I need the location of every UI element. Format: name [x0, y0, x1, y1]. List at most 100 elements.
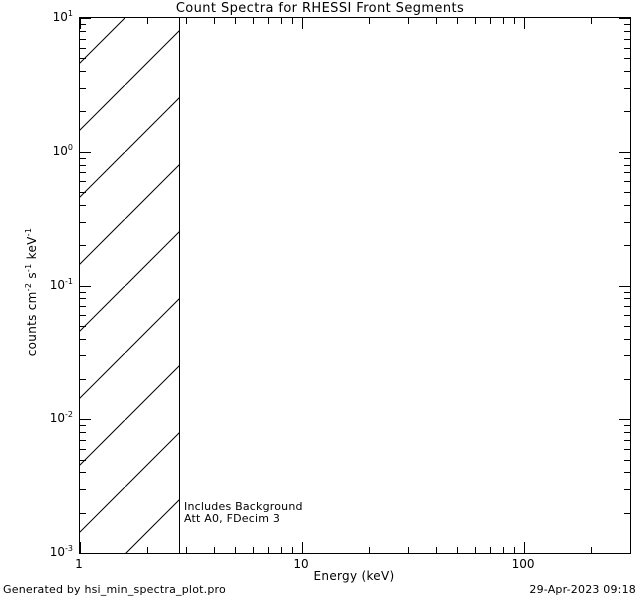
axis-tick — [624, 472, 630, 473]
axis-tick — [624, 513, 630, 514]
axis-tick — [80, 172, 86, 173]
axis-tick — [624, 339, 630, 340]
axis-tick — [591, 547, 592, 553]
axis-tick — [524, 18, 525, 29]
axis-tick — [624, 245, 630, 246]
axis-tick — [624, 425, 630, 426]
axis-tick — [253, 18, 254, 24]
axis-tick — [436, 18, 437, 24]
axis-tick — [80, 181, 86, 182]
axis-tick — [490, 547, 491, 553]
axis-tick — [624, 24, 630, 25]
axis-tick — [80, 88, 86, 89]
axis-tick — [80, 71, 86, 72]
axis-tick — [514, 18, 515, 24]
axis-tick — [80, 542, 81, 553]
axis-tick — [624, 48, 630, 49]
axis-tick — [457, 547, 458, 553]
axis-tick — [80, 58, 86, 59]
axis-tick — [80, 553, 91, 554]
axis-tick — [624, 489, 630, 490]
axis-tick — [186, 18, 187, 24]
axis-tick — [436, 547, 437, 553]
axis-tick — [80, 286, 91, 287]
plot-frame: Includes Background Att A0, FDecim 3 — [79, 17, 631, 554]
axis-tick — [214, 547, 215, 553]
x-axis-title: Energy (keV) — [313, 569, 395, 583]
axis-tick — [80, 379, 86, 380]
axis-tick — [624, 315, 630, 316]
axis-tick — [281, 547, 282, 553]
axis-tick — [619, 18, 630, 19]
axis-tick — [624, 71, 630, 72]
axis-tick — [624, 440, 630, 441]
hatch-region-boundary — [179, 18, 180, 553]
axis-tick — [619, 553, 630, 554]
axis-tick — [268, 547, 269, 553]
axis-tick — [80, 165, 86, 166]
axis-tick — [408, 547, 409, 553]
axis-tick — [302, 18, 303, 29]
axis-tick — [624, 181, 630, 182]
axis-tick — [281, 18, 282, 24]
y-axis-exp-3: -1 — [24, 227, 33, 237]
axis-tick — [524, 542, 525, 553]
y-tick-label: 10-1 — [49, 276, 73, 292]
axis-tick — [624, 460, 630, 461]
axis-tick — [624, 222, 630, 223]
x-tick-label: 10 — [293, 557, 309, 571]
axis-tick — [408, 18, 409, 24]
axis-tick — [80, 472, 86, 473]
axis-tick — [369, 18, 370, 24]
y-axis-title: counts cm-2 s-1 keV-1 — [24, 182, 39, 402]
axis-tick — [80, 39, 86, 40]
axis-tick — [80, 425, 86, 426]
axis-tick — [514, 547, 515, 553]
axis-tick — [80, 306, 86, 307]
axis-tick — [457, 18, 458, 24]
axis-tick — [624, 58, 630, 59]
axis-tick — [253, 547, 254, 553]
plot-annotations: Includes Background Att A0, FDecim 3 — [184, 501, 303, 525]
x-tick-label: 100 — [511, 557, 535, 571]
axis-tick — [80, 111, 86, 112]
y-axis-exp-2: -1 — [24, 263, 33, 273]
axis-tick — [624, 298, 630, 299]
axis-tick — [186, 547, 187, 553]
axis-tick — [80, 18, 81, 29]
axis-tick — [624, 432, 630, 433]
axis-tick — [475, 18, 476, 24]
axis-tick — [80, 205, 86, 206]
axis-tick — [80, 513, 86, 514]
y-tick-label: 10-2 — [49, 410, 73, 426]
axis-tick — [80, 339, 86, 340]
annotation-attenuator: Att A0, FDecim 3 — [184, 512, 281, 525]
axis-tick — [214, 18, 215, 24]
axis-tick — [630, 547, 631, 553]
axis-tick — [624, 355, 630, 356]
axis-tick — [80, 24, 86, 25]
axis-tick — [624, 192, 630, 193]
axis-tick — [624, 158, 630, 159]
axis-tick — [80, 192, 86, 193]
axis-tick — [302, 542, 303, 553]
axis-tick — [490, 18, 491, 24]
y-tick-label: 10-3 — [49, 544, 73, 560]
axis-tick — [80, 152, 91, 153]
axis-tick — [624, 326, 630, 327]
axis-tick — [80, 222, 86, 223]
axis-tick — [624, 205, 630, 206]
axis-tick — [235, 18, 236, 24]
axis-tick — [80, 292, 86, 293]
axis-tick — [80, 489, 86, 490]
annotation-includes-background: Includes Background — [184, 500, 303, 513]
footer-generator: Generated by hsi_min_spectra_plot.pro — [3, 583, 226, 596]
axis-tick — [268, 18, 269, 24]
axis-tick — [624, 165, 630, 166]
axis-tick — [624, 111, 630, 112]
y-axis-title-text-3: keV — [25, 236, 39, 264]
axis-tick — [624, 449, 630, 450]
axis-tick — [624, 172, 630, 173]
y-axis-title-text: counts cm — [25, 291, 39, 357]
